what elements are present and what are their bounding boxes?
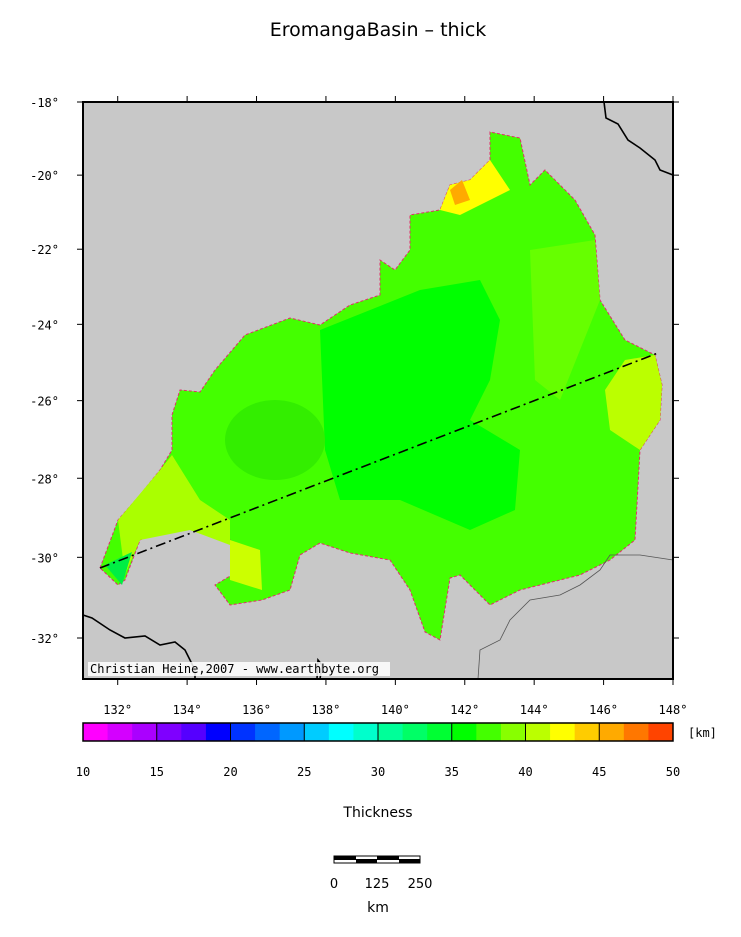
title: EromangaBasin – thick xyxy=(270,19,487,41)
lon-label: 142° xyxy=(450,703,479,717)
lon-label: 134° xyxy=(173,703,202,717)
colorbar-swatch xyxy=(451,723,477,741)
lat-label: -28° xyxy=(30,472,59,486)
scalebar-label: 250 xyxy=(408,877,433,892)
colorbar-swatch xyxy=(427,723,453,741)
lat-label: -24° xyxy=(30,318,59,332)
scalebar-unit: km xyxy=(367,900,389,916)
colorbar-swatch xyxy=(304,723,330,741)
lon-label: 136° xyxy=(242,703,271,717)
lon-label: 146° xyxy=(589,703,618,717)
colorbar-tick-label: 50 xyxy=(666,765,680,779)
colorbar-swatch xyxy=(205,723,231,741)
colorbar-swatch xyxy=(574,723,600,741)
lon-label: 132° xyxy=(103,703,132,717)
state-border xyxy=(477,554,674,680)
colorbar-swatch xyxy=(623,723,649,741)
colorbar-tick-label: 35 xyxy=(445,765,459,779)
basin xyxy=(99,131,663,641)
colorbar-swatch xyxy=(279,723,305,741)
colorbar-swatch xyxy=(132,723,158,741)
credit-box xyxy=(88,662,390,676)
lat-label: -18° xyxy=(30,96,59,110)
lat-label: -26° xyxy=(30,395,59,409)
colorbar-swatch xyxy=(525,723,551,741)
lat-label: -22° xyxy=(30,243,59,257)
colorbar-tick-label: 20 xyxy=(223,765,237,779)
credit: Christian Heine,2007 - www.earthbyte.org xyxy=(90,662,379,676)
colorbar-swatch xyxy=(328,723,354,741)
colorbar-swatch xyxy=(156,723,182,741)
colorbar-swatch xyxy=(648,723,674,741)
colorbar-swatch xyxy=(353,723,379,741)
colorbar-swatch xyxy=(83,723,109,741)
colorbar-swatch xyxy=(230,723,256,741)
colorbar-tick-label: 30 xyxy=(371,765,385,779)
colorbar-swatch xyxy=(550,723,576,741)
colorbar-swatch xyxy=(599,723,625,741)
colorbar-tick-label: 10 xyxy=(76,765,90,779)
colorbar-tick-label: 15 xyxy=(150,765,164,779)
map-frame xyxy=(82,101,674,680)
colorbar-tick-label: 40 xyxy=(518,765,532,779)
colorbar-swatch xyxy=(107,723,133,741)
lon-label: 148° xyxy=(659,703,688,717)
colorbar-swatch xyxy=(255,723,281,741)
scalebar-label: 125 xyxy=(365,877,390,892)
colorbar-tick-label: 45 xyxy=(592,765,606,779)
colorbar-swatch xyxy=(500,723,526,741)
colorbar-swatch xyxy=(181,723,207,741)
scalebar-label: 0 xyxy=(330,877,338,892)
scalebar xyxy=(333,855,421,864)
colorbar-tick-label: 25 xyxy=(297,765,311,779)
lon-label: 144° xyxy=(520,703,549,717)
colorbar-unit: [km] xyxy=(688,726,717,740)
colorbar-label: Thickness xyxy=(342,805,412,821)
lat-label: -30° xyxy=(30,551,59,565)
colorbar-swatch xyxy=(476,723,502,741)
lon-label: 140° xyxy=(381,703,410,717)
lat-label: -20° xyxy=(30,169,59,183)
lat-label: -32° xyxy=(30,632,59,646)
colorbar-swatch xyxy=(378,723,404,741)
colorbar-swatch xyxy=(402,723,428,741)
lon-label: 138° xyxy=(311,703,340,717)
